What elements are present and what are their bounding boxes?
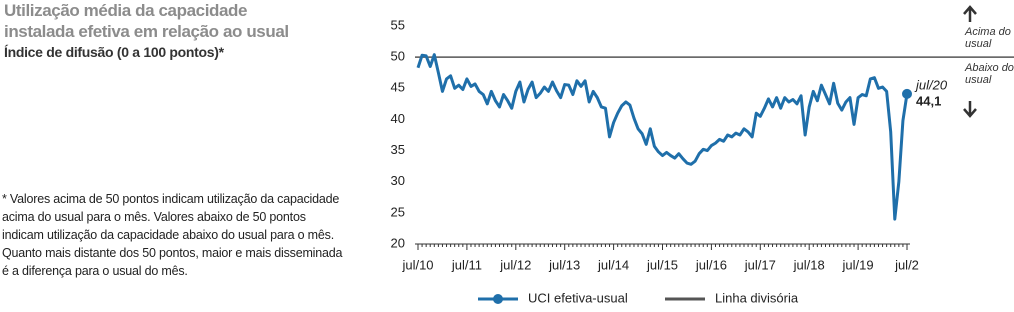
y-tick-label: 35 [391, 142, 405, 157]
x-tick-label: jul/10 [401, 257, 433, 272]
y-tick-label: 25 [391, 204, 405, 219]
y-tick-label: 20 [391, 235, 405, 250]
x-tick-label: jul/2 [894, 257, 919, 272]
y-tick-label: 30 [391, 173, 405, 188]
x-tick-label: jul/17 [744, 257, 776, 272]
chart-title: Utilização média da capacidade instalada… [4, 1, 289, 41]
x-tick-label: jul/13 [548, 257, 580, 272]
legend-swatch-dot [493, 294, 503, 304]
x-tick-label: jul/11 [451, 257, 482, 272]
y-tick-label: 55 [391, 17, 405, 32]
x-tick-label: jul/18 [793, 257, 825, 272]
y-tick-label: 40 [391, 111, 405, 126]
legend-label: UCI efetiva-usual [528, 290, 628, 305]
value-label: 44,1 [916, 93, 941, 108]
x-tick-label: jul/19 [842, 257, 874, 272]
legend-label: Linha divisória [715, 290, 799, 305]
chart-subtitle: Índice de difusão (0 a 100 pontos)* [4, 44, 224, 60]
y-tick-label: 45 [391, 80, 405, 95]
y-tick-label: 50 [391, 49, 405, 64]
above-label: Acima do usual [965, 26, 1011, 50]
x-tick-label: jul/15 [646, 257, 678, 272]
x-tick-label: jul/14 [597, 257, 629, 272]
footnote: * Valores acima de 50 pontos indicam uti… [2, 192, 343, 278]
x-tick-label: jul/16 [695, 257, 727, 272]
series-line [416, 53, 909, 221]
arrow-up [963, 5, 977, 22]
x-tick-label: jul/12 [499, 257, 531, 272]
annotation-date: jul/20 [914, 77, 948, 92]
end-point [902, 88, 912, 99]
arrow-down [963, 101, 977, 118]
below-label: Abaixo do usual [965, 62, 1014, 86]
